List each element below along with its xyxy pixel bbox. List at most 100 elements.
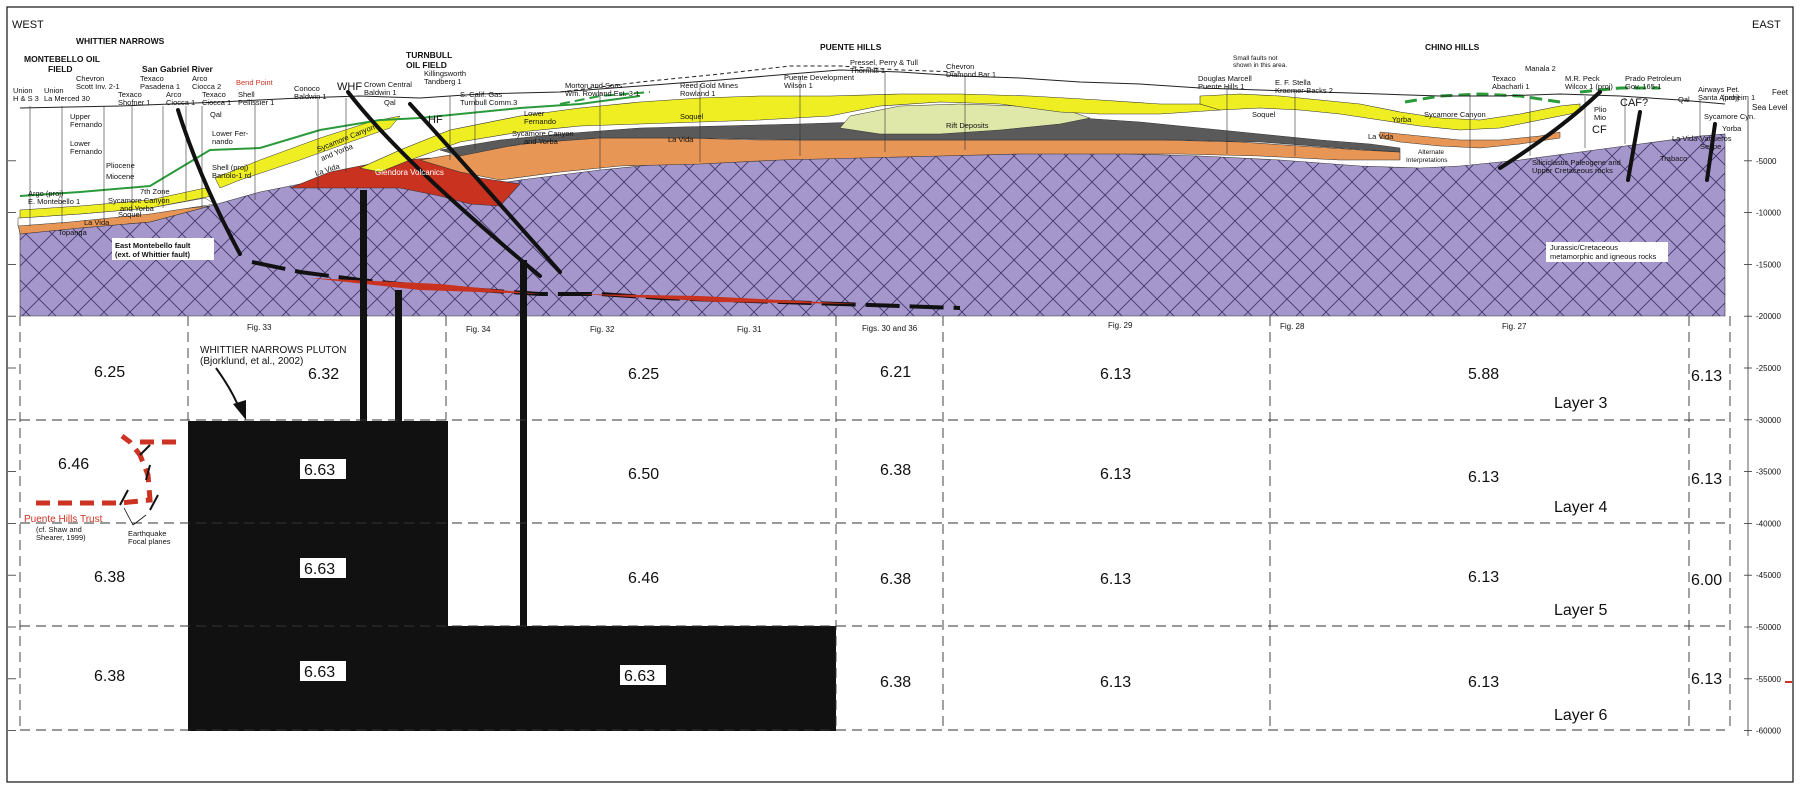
region-chino-hills: CHINO HILLS (1425, 42, 1480, 52)
upper-fernando-1: Upper (70, 112, 91, 121)
soquel-label-1: Soquel (118, 210, 142, 219)
well-label: Morton and Sons (565, 81, 622, 90)
qal-label-1: Qal (210, 110, 222, 119)
argo-2: E. Montebello 1 (28, 197, 80, 206)
vel-l3-c6: 5.88 (1468, 366, 1499, 383)
topography-line (19, 69, 1726, 109)
vel-l5-c2-box (300, 558, 346, 578)
vel-l4-c5: 6.13 (1100, 466, 1131, 483)
layer-5-label: Layer 5 (1554, 602, 1607, 619)
region-whittier-narrows: WHITTIER NARROWS (76, 36, 165, 46)
well-label: Rowland 1 (680, 89, 715, 98)
soquel-label-2: Soquel (680, 112, 704, 121)
well-label: Union (13, 86, 33, 95)
depth-tick-label: -55000 (1756, 675, 1781, 684)
topanga-label: Topanga (58, 228, 88, 237)
region-puente-hills: PUENTE HILLS (820, 42, 882, 52)
depth-tick-label: -50000 (1756, 623, 1781, 632)
depth-ticks: -5000 -10000 -15000 -20000 -25000 -30000 -3500… (8, 157, 1781, 736)
vel-l6-c4: 6.38 (880, 674, 911, 691)
region-montebello: MONTEBELLO OIL (24, 54, 100, 64)
topography-dashed (559, 65, 961, 93)
east-montebello-fault (176, 108, 242, 256)
depth-tick-label: -25000 (1756, 364, 1781, 373)
vel-l4-c6: 6.13 (1468, 469, 1499, 486)
alternate-2: Interpretations (1406, 157, 1448, 164)
small-faults-note-2: shown in this area. (1233, 62, 1287, 69)
well-label: H & S 3 (13, 94, 39, 103)
figs-30-36: Figs. 30 and 36 (862, 324, 918, 333)
vel-l6-c3: 6.63 (624, 668, 655, 685)
well-label: Thornhill 1 (850, 66, 885, 75)
pluton-ref: (Bjorklund, et al., 2002) (200, 356, 303, 367)
la-vida-label-5: La Vida (1672, 134, 1698, 143)
glendora-label: Glendora Volcanics (375, 168, 444, 177)
yorba-label: Yorba (1392, 115, 1412, 124)
earthquake-2: Focal planes (128, 537, 171, 546)
well-label: Arco (192, 74, 207, 83)
west-label: WEST (12, 19, 44, 31)
east-label: EAST (1752, 19, 1781, 31)
velocities: 6.25 6.32 6.25 6.21 6.13 5.88 6.13 6.46 … (58, 364, 1722, 691)
well-label: Chevron (946, 62, 974, 71)
well-label: Kraemer-Backs 2 (1275, 86, 1333, 95)
seventh-zone-label: 7th Zone (140, 187, 170, 196)
yorba-label-2: Yorba (1722, 124, 1742, 133)
syc-yorba-left-1: Sycamore Canyon (108, 196, 170, 205)
la-vida-orange-band (419, 137, 1401, 181)
fig-34: Fig. 34 (466, 325, 491, 334)
puente-hills-ref-2: Shearer, 1999) (36, 533, 86, 542)
fig-31: Fig. 31 (737, 325, 762, 334)
dark-gray-band (439, 115, 1401, 157)
lower-fernando3-1: Lower (524, 109, 545, 118)
green-marker-horizon (19, 95, 641, 197)
fig-29: Fig. 29 (1108, 321, 1133, 330)
vel-l3-c1: 6.25 (94, 364, 125, 381)
well-label: Texaco (118, 90, 142, 99)
vel-l6-c7: 6.13 (1691, 671, 1722, 688)
red-sliver-west (310, 278, 540, 294)
vel-l6-c3-box (620, 665, 666, 685)
sea-level-label: Sea Level (1752, 103, 1788, 112)
well-label: Tandberg 1 (424, 77, 462, 86)
green-marker-dashed-east (1579, 86, 1660, 94)
layer-3-label: Layer 3 (1554, 395, 1607, 412)
pluton-name: WHITTIER NARROWS PLUTON (200, 345, 346, 356)
vel-l3-c3: 6.25 (628, 366, 659, 383)
well-label: Wilson 1 (784, 81, 813, 90)
well-label: Conoco (294, 84, 320, 93)
syc-yorba-center-2: and Yorba (524, 137, 559, 146)
vel-l4-c1: 6.46 (58, 456, 89, 473)
well-label: Santa Anaheim 1 (1698, 93, 1755, 102)
shell-proj-2: Bartolo-1 rd (212, 171, 251, 180)
vel-l4-c3: 6.50 (628, 466, 659, 483)
well-columns (29, 72, 1701, 226)
east-montebello-1: East Montebello fault (115, 241, 191, 250)
layer-grid (19, 316, 1731, 731)
well-label: Turnbull Comm.3 (460, 98, 517, 107)
well-label: Airways Pet. (1698, 85, 1740, 94)
pluton-dikes (360, 190, 527, 626)
red-sliver-east (580, 294, 860, 304)
depth-tick-label: -45000 (1756, 571, 1781, 580)
qal-label-3: Qal (1678, 95, 1690, 104)
well-label: Wm. Rowland Est. 3-1 (565, 89, 640, 98)
sycamore-canyon-right: Sycamore Canyon (1424, 110, 1486, 119)
vel-l3-c7: 6.13 (1691, 368, 1722, 385)
syc-yorba-left-2: and Yorba (120, 204, 155, 213)
well-label: Shofner 1 (118, 98, 151, 107)
la-vida-label-1: La Vida (84, 218, 110, 227)
well-label: Arco (166, 90, 181, 99)
well-label: M.R. Peck (1565, 74, 1600, 83)
caf-fault (1626, 110, 1642, 182)
whf-label: WHF (337, 81, 362, 93)
lower-fernando3-2: Fernando (524, 117, 556, 126)
syc-yorba-center-1: Sycamore Canyon (512, 129, 574, 138)
well-label: (proj) (1722, 93, 1740, 102)
vel-l4-c7: 6.13 (1691, 471, 1722, 488)
vel-l5-c7: 6.00 (1691, 572, 1722, 589)
cf-label: CF (1592, 124, 1607, 136)
mio-label: Mio (1594, 113, 1606, 122)
well-label: Scott Inv. 2-1 (76, 82, 120, 91)
vel-l5-c6: 6.13 (1468, 569, 1499, 586)
